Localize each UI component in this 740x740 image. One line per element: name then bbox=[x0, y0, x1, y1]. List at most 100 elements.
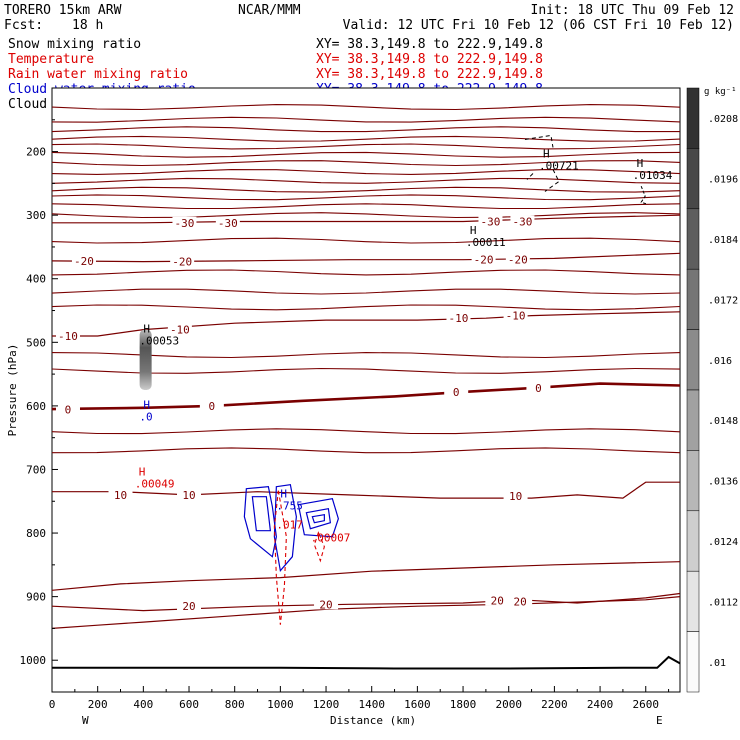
isotherm-0 bbox=[51, 382, 681, 411]
isotherm-label-bg bbox=[444, 385, 469, 397]
isotherm-line bbox=[51, 186, 681, 193]
y-tick-label: 900 bbox=[26, 591, 46, 604]
isotherm-label: -20 bbox=[172, 256, 192, 269]
isotherm-label: -20 bbox=[74, 255, 94, 268]
colorbar-segment bbox=[686, 510, 700, 572]
colorbar-label: .0148 bbox=[708, 416, 738, 427]
y-tick-label: 300 bbox=[26, 209, 46, 222]
isotherm-label-bg bbox=[471, 253, 496, 265]
colorbar-segment bbox=[686, 148, 700, 210]
east-label: E bbox=[656, 714, 663, 727]
x-tick-label: 1600 bbox=[404, 698, 431, 711]
isotherm-label: -10 bbox=[506, 310, 526, 323]
max-value: .755 bbox=[276, 500, 303, 513]
ice-contour bbox=[640, 186, 648, 205]
terrain-path bbox=[52, 655, 681, 670]
temperature-isotherms: 20 20 20 20 10 10 10 0 0 0 0 -10 -10 -10 -10 -20 -20 -20 -… bbox=[51, 214, 681, 629]
cloud-water-contour bbox=[297, 498, 339, 538]
isotherm-label: -10 bbox=[449, 312, 469, 325]
x-tick-label: 1800 bbox=[450, 698, 477, 711]
isotherm-label: -10 bbox=[170, 324, 190, 337]
colorbar-segment bbox=[686, 268, 700, 330]
x-tick-label: 2000 bbox=[495, 698, 522, 711]
max-letter: H bbox=[470, 224, 477, 237]
max-value: .00053 bbox=[139, 334, 179, 347]
max-letter: H bbox=[637, 157, 644, 170]
fcst-value: 18 h bbox=[72, 18, 103, 33]
y-tick-label: 400 bbox=[26, 273, 46, 286]
isotherm--30 bbox=[52, 214, 681, 224]
isotherm-line bbox=[51, 203, 681, 210]
isotherm-label: -30 bbox=[218, 217, 238, 230]
model-title: TORERO 15km ARW bbox=[4, 3, 122, 18]
y-tick-label: 800 bbox=[26, 527, 46, 540]
isotherm-label-bg bbox=[170, 255, 195, 267]
isotherm-label: 20 bbox=[182, 600, 195, 613]
isotherm-label: 0 bbox=[209, 400, 216, 413]
max-value: .01034 bbox=[633, 169, 673, 182]
isotherm-line bbox=[51, 237, 681, 244]
isotherm-line bbox=[51, 288, 681, 295]
isotherm-line bbox=[51, 367, 681, 374]
x-tick-label: 0 bbox=[49, 698, 56, 711]
max-value: .00049 bbox=[135, 477, 175, 490]
max-letter: H bbox=[139, 465, 146, 478]
isotherm-label-bg bbox=[55, 329, 80, 341]
max-value: .00011 bbox=[466, 236, 506, 249]
isotherm-line bbox=[51, 104, 681, 111]
org-label: NCAR/MMM bbox=[238, 3, 301, 18]
colorbar-label: .0124 bbox=[708, 537, 738, 548]
terrain-line bbox=[52, 655, 681, 670]
colorbar-label: .0208 bbox=[708, 114, 738, 125]
colorbar-segment bbox=[686, 631, 700, 693]
ice-contour bbox=[524, 134, 560, 192]
isotherm-label: -30 bbox=[481, 216, 501, 229]
x-tick-label: 1400 bbox=[358, 698, 385, 711]
colorbar-segment bbox=[686, 208, 700, 270]
max-value: .00007 bbox=[311, 531, 351, 544]
isotherm-label: 10 bbox=[114, 489, 127, 502]
cloud-water-contours bbox=[243, 484, 339, 625]
x-axis-ticks: 0 200 400 600 800 1000 1200 1400 1600 1800 2000 220… bbox=[49, 686, 670, 711]
colorbar-segment bbox=[686, 87, 700, 149]
isotherm-line bbox=[51, 169, 681, 175]
isotherm-label-bg bbox=[215, 216, 240, 228]
isotherm-label: 0 bbox=[535, 382, 542, 395]
isotherm--10 bbox=[52, 311, 681, 337]
isotherm-label-bg bbox=[55, 403, 80, 415]
x-tick-label: 1200 bbox=[313, 698, 340, 711]
isotherm-label-bg bbox=[505, 253, 530, 265]
isotherm-line bbox=[51, 212, 681, 219]
colorbar-segment bbox=[686, 329, 700, 391]
cloud-water-contour bbox=[251, 496, 272, 532]
isotherm-label: -30 bbox=[175, 217, 195, 230]
field-xy: XY= 38.3,149.8 to 222.9,149.8 bbox=[316, 52, 543, 67]
isotherm-label: -10 bbox=[58, 330, 78, 343]
x-tick-label: 2600 bbox=[632, 698, 659, 711]
plot-frame bbox=[51, 87, 681, 693]
colorbar-label: .016 bbox=[708, 356, 732, 367]
colorbar-segment bbox=[686, 389, 700, 451]
isotherm-label-bg bbox=[485, 594, 510, 606]
y-tick-label: 600 bbox=[26, 400, 46, 413]
valid-time: Valid: 12 UTC Fri 10 Feb 12 (06 CST Fri … bbox=[343, 18, 734, 33]
max-letter: H bbox=[143, 399, 150, 412]
isotherm-line bbox=[51, 194, 681, 201]
isotherm-label-bg bbox=[446, 312, 471, 324]
west-label: W bbox=[82, 714, 89, 727]
max-letter: H bbox=[543, 147, 550, 160]
field-xy: XY= 38.3,149.8 to 222.9,149.8 bbox=[316, 67, 543, 82]
colorbar-label: .0136 bbox=[708, 477, 738, 488]
colorbar-label: .0112 bbox=[708, 597, 738, 608]
y-tick-label: 500 bbox=[26, 336, 46, 349]
isotherm-line bbox=[51, 135, 681, 142]
max-value: .00721 bbox=[539, 159, 579, 172]
colorbar-label: .0184 bbox=[708, 235, 738, 246]
isotherm-line bbox=[51, 269, 681, 276]
isotherm-label-bg bbox=[508, 595, 533, 607]
isotherm-label-bg bbox=[314, 598, 339, 610]
x-tick-label: 800 bbox=[225, 698, 245, 711]
isotherm-line bbox=[51, 126, 680, 133]
isotherm-label: 10 bbox=[509, 490, 522, 503]
